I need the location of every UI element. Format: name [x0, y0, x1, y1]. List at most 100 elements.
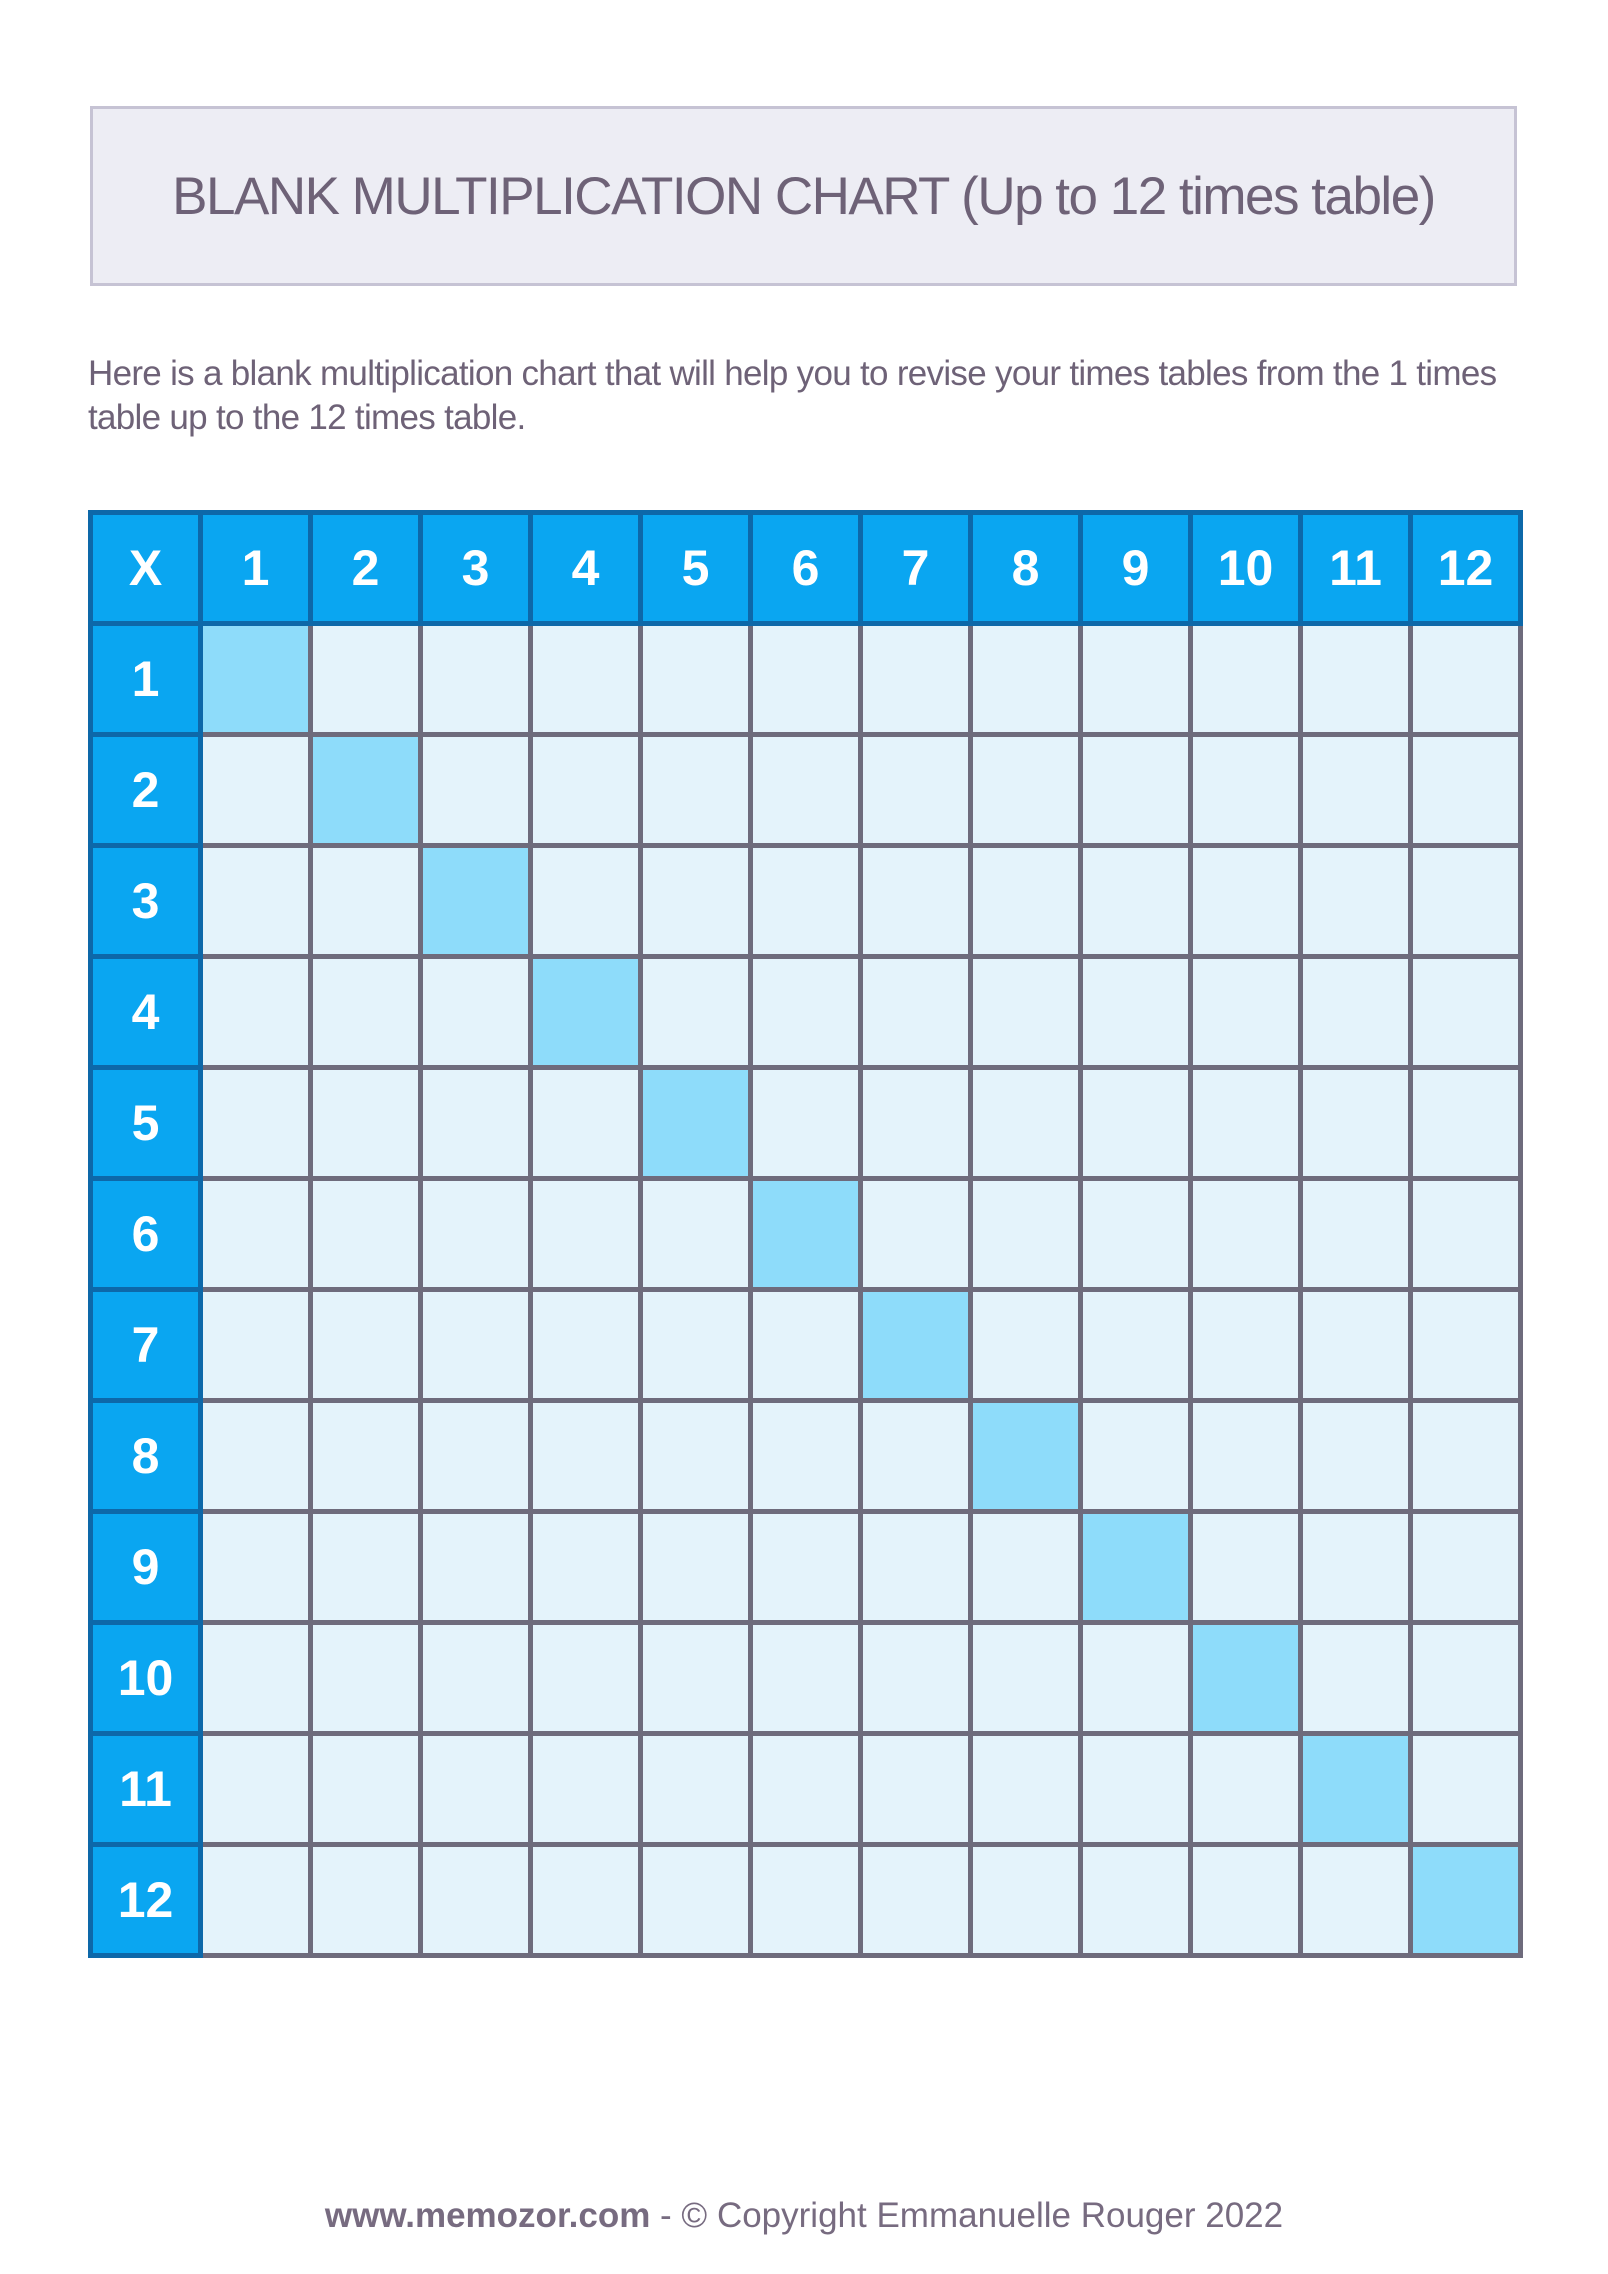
grid-cell [1298, 621, 1413, 737]
grid-cell-diagonal [1188, 1620, 1303, 1736]
grid-cell [308, 1731, 423, 1847]
grid-cell-diagonal [1408, 1842, 1523, 1958]
grid-cell [418, 1398, 533, 1514]
table-row: 10 [88, 1620, 1523, 1736]
grid-cell [858, 1620, 973, 1736]
column-header: 12 [1408, 510, 1523, 626]
grid-cell [1298, 1398, 1413, 1514]
grid-cell [198, 954, 313, 1070]
column-header: 8 [968, 510, 1083, 626]
grid-cell-diagonal [418, 843, 533, 959]
grid-cell [418, 732, 533, 848]
row-header: 10 [88, 1620, 203, 1736]
grid-cell [968, 1176, 1083, 1292]
grid-cell [968, 1620, 1083, 1736]
grid-cell [1298, 1509, 1413, 1625]
grid-cell [638, 1287, 753, 1403]
column-header: 11 [1298, 510, 1413, 626]
grid-cell [858, 621, 973, 737]
grid-cell [1078, 954, 1193, 1070]
grid-cell [1408, 1731, 1523, 1847]
grid-cell [1298, 1176, 1413, 1292]
grid-cell [528, 1731, 643, 1847]
header-row: X 1 2 3 4 5 6 7 8 9 10 11 12 [88, 510, 1523, 626]
grid-cell [418, 1620, 533, 1736]
grid-cell [1188, 621, 1303, 737]
grid-cell [1298, 1842, 1413, 1958]
intro-line-1: Here is a blank multiplication chart tha… [88, 354, 1497, 393]
row-header: 3 [88, 843, 203, 959]
grid-cell-diagonal [968, 1398, 1083, 1514]
table-row: 6 [88, 1176, 1523, 1292]
column-header: 9 [1078, 510, 1193, 626]
grid-cell [1408, 1620, 1523, 1736]
grid-cell [198, 1842, 313, 1958]
grid-cell [528, 1509, 643, 1625]
column-header: 7 [858, 510, 973, 626]
grid-cell [1298, 1065, 1413, 1181]
grid-cell [528, 1842, 643, 1958]
grid-cell [638, 1176, 753, 1292]
grid-cell [638, 1842, 753, 1958]
grid-cell [858, 1065, 973, 1181]
grid-cell [1298, 1620, 1413, 1736]
grid-cell [968, 1287, 1083, 1403]
grid-cell [1408, 1065, 1523, 1181]
grid-cell [308, 1842, 423, 1958]
grid-cell [1408, 1509, 1523, 1625]
grid-cell [418, 1842, 533, 1958]
grid-cell [1188, 1398, 1303, 1514]
grid-cell [198, 1176, 313, 1292]
grid-cell [748, 732, 863, 848]
column-header: 5 [638, 510, 753, 626]
grid-cell [1078, 1176, 1193, 1292]
grid-cell [1188, 1065, 1303, 1181]
table-row: 11 [88, 1731, 1523, 1847]
grid-cell-diagonal [638, 1065, 753, 1181]
grid-cell [638, 732, 753, 848]
grid-cell [858, 1509, 973, 1625]
grid-cell [418, 1287, 533, 1403]
column-header: 1 [198, 510, 313, 626]
footer: www.memozor.com - © Copyright Emmanuelle… [0, 2196, 1608, 2236]
grid-cell [858, 843, 973, 959]
grid-cell [308, 1620, 423, 1736]
grid-cell [1078, 1731, 1193, 1847]
column-header: 4 [528, 510, 643, 626]
grid-cell-diagonal [308, 732, 423, 848]
grid-cell [1078, 1398, 1193, 1514]
grid-cell [198, 1065, 313, 1181]
grid-cell [528, 1176, 643, 1292]
multiplication-chart: X 1 2 3 4 5 6 7 8 9 10 11 12 1 2 3 4 5 6 7 8 9 10 11 12 [88, 510, 1523, 1958]
footer-copyright: - © Copyright Emmanuelle Rouger 2022 [650, 2196, 1284, 2235]
grid-cell [968, 621, 1083, 737]
grid-cell [638, 1509, 753, 1625]
grid-cell [748, 1287, 863, 1403]
grid-cell [418, 1065, 533, 1181]
grid-cell [418, 621, 533, 737]
grid-cell [418, 1176, 533, 1292]
grid-cell [418, 1731, 533, 1847]
table-row: 5 [88, 1065, 1523, 1181]
grid-cell [858, 732, 973, 848]
table-row: 1 [88, 621, 1523, 737]
column-header: 10 [1188, 510, 1303, 626]
grid-cell [198, 732, 313, 848]
grid-cell [968, 1509, 1083, 1625]
table-row: 3 [88, 843, 1523, 959]
grid-cell [638, 954, 753, 1070]
grid-cell-diagonal [1078, 1509, 1193, 1625]
row-header: 1 [88, 621, 203, 737]
grid-cell [1298, 1287, 1413, 1403]
grid-cell [528, 1065, 643, 1181]
grid-cell [1298, 954, 1413, 1070]
column-header: 6 [748, 510, 863, 626]
grid-cell [748, 621, 863, 737]
grid-cell [418, 954, 533, 1070]
column-header: 2 [308, 510, 423, 626]
grid-cell [198, 1398, 313, 1514]
grid-cell [858, 1731, 973, 1847]
grid-cell [968, 1842, 1083, 1958]
grid-cell [528, 1620, 643, 1736]
